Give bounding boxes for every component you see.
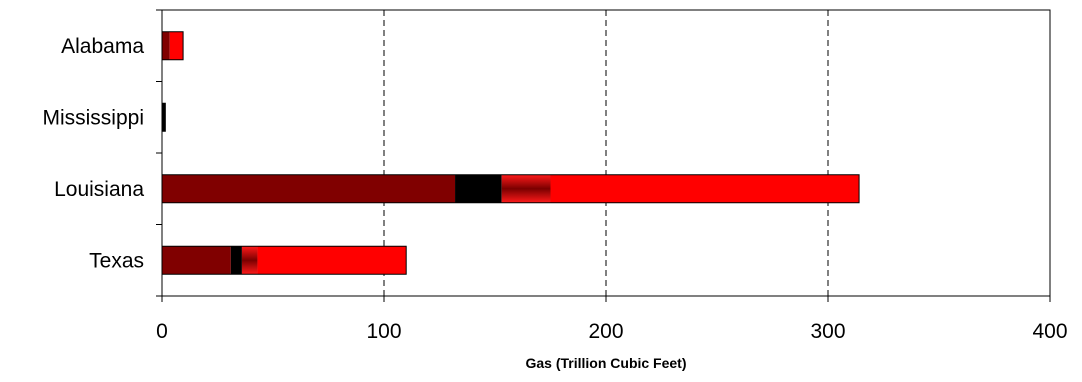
bar-outline <box>161 245 407 275</box>
bar-segment <box>169 31 184 60</box>
x-tick-label: 200 <box>588 320 623 343</box>
bar-segment <box>550 174 860 203</box>
bar-segment <box>162 174 456 203</box>
bar-segment <box>162 31 170 60</box>
bar-outline <box>161 31 184 61</box>
bar-segment <box>501 174 551 203</box>
bar-segment <box>455 174 502 203</box>
category-label: Texas <box>89 249 144 272</box>
x-axis-title: Gas (Trillion Cubic Feet) <box>525 355 686 371</box>
category-label: Louisiana <box>54 178 144 201</box>
bar-segment <box>162 246 231 275</box>
category-label: Alabama <box>61 35 144 58</box>
bar-outline <box>161 174 860 204</box>
bar-segment <box>230 246 242 275</box>
category-label: Mississippi <box>42 106 144 129</box>
x-tick-label: 0 <box>156 320 168 343</box>
x-tick-label: 400 <box>1032 320 1067 343</box>
bar-segment <box>241 246 258 275</box>
x-tick-label: 300 <box>810 320 845 343</box>
bar-outline <box>161 102 166 132</box>
x-tick-label: 100 <box>366 320 401 343</box>
bar-segment <box>257 246 407 275</box>
bar-segment <box>162 103 166 132</box>
